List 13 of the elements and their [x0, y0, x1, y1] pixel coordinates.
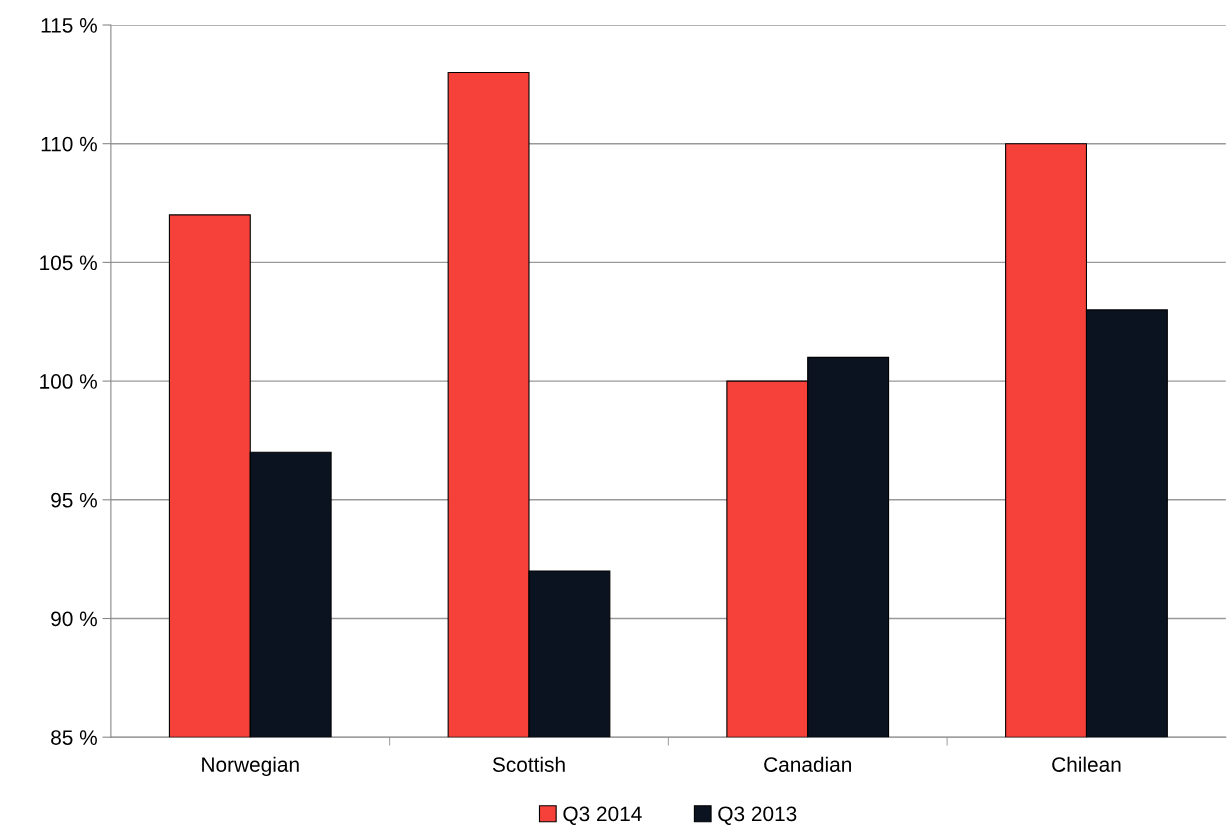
y-tick-label: 110 %	[41, 136, 97, 152]
y-tick-label: 95 %	[51, 492, 97, 508]
x-tick-label: Scottish	[492, 756, 565, 772]
y-tick-label: 105 %	[40, 255, 97, 271]
legend-label: Q3 2014	[563, 806, 642, 825]
x-tick-label: Norwegian	[202, 756, 299, 777]
y-tick-label: 100 %	[40, 374, 97, 389]
y-tick-label: 90 %	[51, 611, 97, 627]
y-tick-label: 115 %	[41, 18, 97, 33]
x-tick-label: Canadian	[764, 756, 851, 772]
y-tick-label: 85 %	[51, 730, 97, 745]
legend-label: Q3 2013	[718, 806, 797, 825]
x-tick-label: Chilean	[1052, 756, 1121, 772]
